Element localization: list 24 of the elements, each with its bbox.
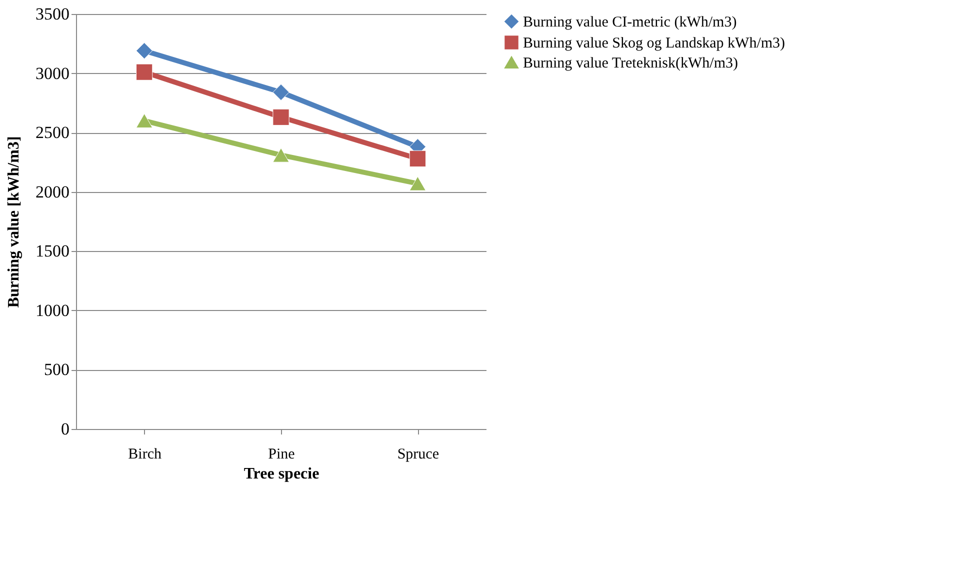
point	[272, 148, 290, 162]
y-tick-label: 2500	[36, 123, 70, 142]
point	[272, 84, 290, 101]
point	[272, 108, 290, 126]
point	[136, 64, 153, 80]
y-tick-label: 500	[44, 360, 70, 380]
x-tick-label: Birch	[128, 446, 162, 462]
y-tick-label: 0	[61, 420, 70, 438]
y-axis-title: Burning value [kWh/m3]	[6, 136, 22, 308]
y-tick-label: 3500	[36, 4, 70, 24]
point	[409, 176, 426, 191]
x-tick-label: Pine	[268, 446, 296, 462]
point	[136, 113, 153, 128]
y-tick-label: 1000	[36, 300, 70, 320]
x-tick-label: Spruce	[397, 446, 440, 462]
legend-label: Burning value CI-metric (kWh/m3)	[523, 14, 737, 30]
y-tick-label: 3000	[36, 64, 70, 83]
legend-label: Burning value Skog og Landskap kWh/m3)	[523, 36, 786, 52]
y-tick-label: 2000	[36, 182, 70, 202]
point	[136, 42, 153, 60]
x-axis-title: Tree specie	[244, 466, 320, 482]
y-tick-label: 1500	[36, 242, 70, 261]
point	[409, 150, 426, 167]
legend-label: Burning value Treteknisk(kWh/m3)	[523, 56, 738, 72]
